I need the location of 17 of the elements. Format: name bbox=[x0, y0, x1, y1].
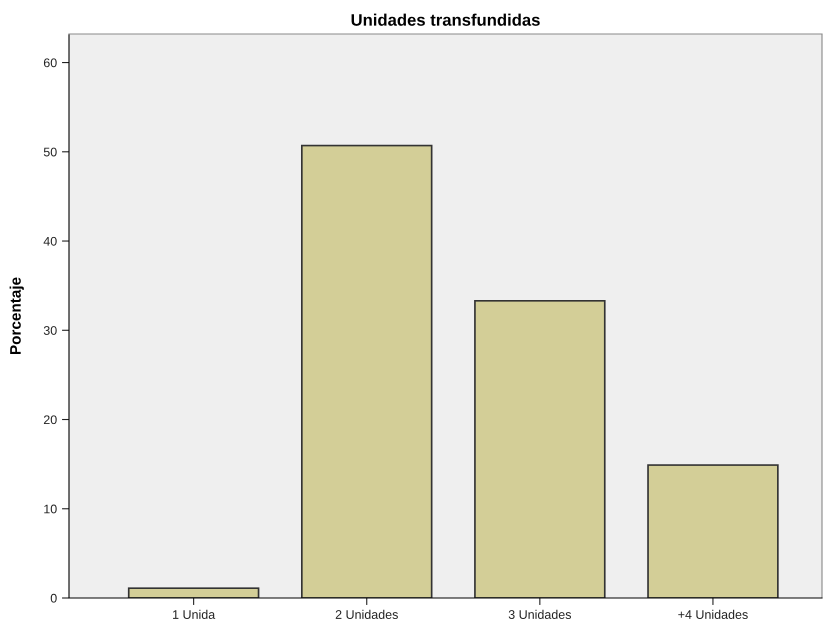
y-tick-label: 40 bbox=[44, 236, 57, 246]
x-tick-label: +4 Unidades bbox=[678, 610, 748, 619]
y-tick-label: 0 bbox=[50, 594, 57, 603]
chart-title: Unidades transfundidas bbox=[352, 14, 540, 26]
y-tick-label: 60 bbox=[44, 58, 57, 68]
bar bbox=[128, 587, 260, 598]
y-axis-title: Porcentaje bbox=[10, 277, 24, 354]
x-tick-label: 2 Unidades bbox=[336, 610, 398, 619]
y-tick-label: 30 bbox=[44, 326, 57, 335]
x-tick-label: 3 Unidades bbox=[508, 610, 572, 619]
x-tick-label: 1 Unida bbox=[173, 610, 216, 619]
y-tick-label: 20 bbox=[44, 415, 57, 424]
y-tick-label: 50 bbox=[44, 148, 57, 156]
y-tick-label: 10 bbox=[44, 504, 57, 514]
bar bbox=[474, 300, 606, 598]
bar bbox=[647, 464, 779, 598]
bar bbox=[300, 144, 432, 598]
